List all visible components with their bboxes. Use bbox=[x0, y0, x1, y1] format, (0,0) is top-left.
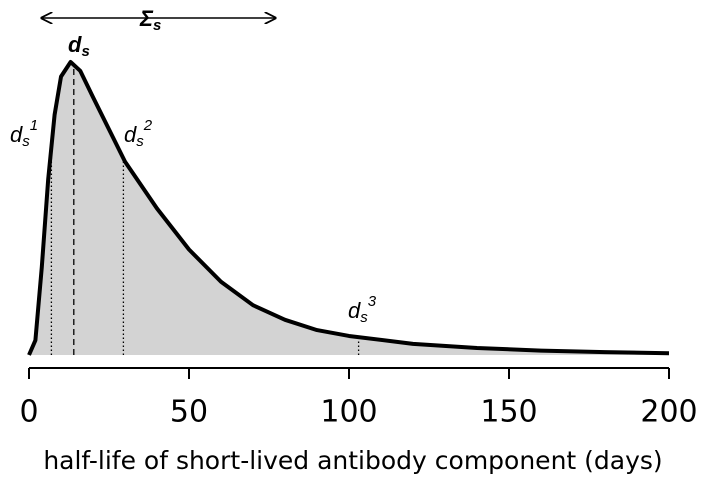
x-tick-label: 150 bbox=[480, 395, 537, 430]
label-sub: s bbox=[81, 43, 89, 60]
x-tick-label: 100 bbox=[320, 395, 377, 430]
x-tick-label: 0 bbox=[19, 395, 38, 430]
label-sub: s bbox=[136, 133, 144, 150]
label-sub: s bbox=[22, 133, 30, 150]
plot: 0 50 100 150 200 bbox=[19, 60, 698, 430]
label-sup: 2 bbox=[143, 117, 153, 134]
span-label: Σs bbox=[139, 6, 161, 34]
marker-label: ds1 bbox=[10, 117, 38, 150]
label-sub: s bbox=[153, 17, 161, 34]
label-base: d bbox=[10, 122, 23, 147]
label-base: d bbox=[68, 32, 82, 57]
label-sub: s bbox=[360, 309, 368, 326]
marker-label: ds2 bbox=[124, 117, 153, 150]
curve bbox=[27, 60, 670, 356]
x-axis-label: half-life of short-lived antibody compon… bbox=[43, 446, 662, 475]
marker-label: ds3 bbox=[348, 293, 377, 326]
label-sup: 3 bbox=[368, 293, 377, 310]
label-sup: 1 bbox=[30, 117, 38, 134]
x-tick-label: 200 bbox=[640, 395, 697, 430]
label-base: d bbox=[348, 298, 361, 323]
marker-label: ds bbox=[68, 32, 90, 60]
x-tick-label: 50 bbox=[170, 395, 208, 430]
label-base: d bbox=[124, 122, 137, 147]
area bbox=[29, 62, 669, 355]
